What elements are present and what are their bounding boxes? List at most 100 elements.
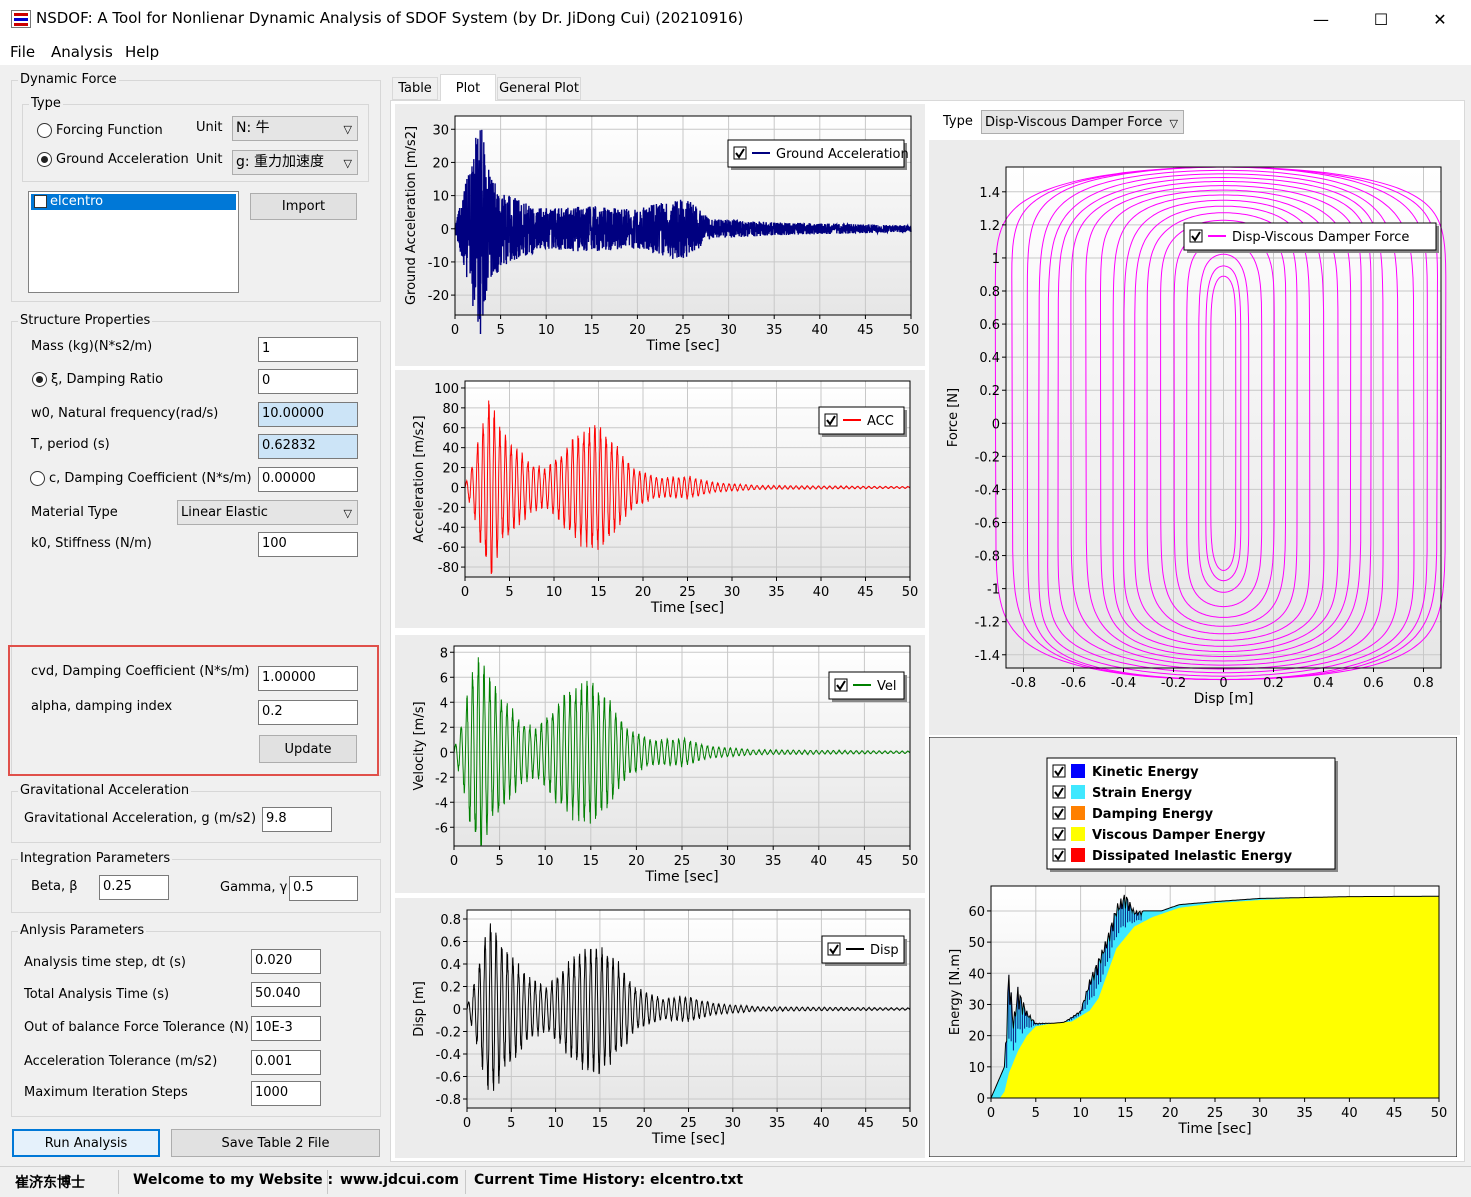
x-tick-label: 50 [902,854,919,869]
y-tick-label: 40 [968,967,985,982]
run-analysis-button[interactable]: Run Analysis [12,1129,160,1157]
legend-swatch [1071,785,1085,799]
tab-table[interactable]: Table [392,77,438,100]
x-tick-label: 50 [1431,1106,1448,1121]
grid-lines [453,646,911,846]
menu-analysis[interactable]: Analysis [51,43,113,61]
ground-acceleration-radio[interactable] [37,152,52,167]
x-tick-label: 40 [813,1116,830,1131]
legend-label: Viscous Damper Energy [1092,828,1266,843]
y-tick-label: -0.8 [975,550,1000,565]
gravity-label: Gravitational Acceleration, g (m/s2) [24,811,257,826]
force-tolerance-input[interactable]: 10E-3 [251,1016,321,1041]
maximize-button[interactable]: ☐ [1373,10,1389,29]
gamma-input[interactable]: 0.5 [289,876,358,901]
update-button[interactable]: Update [259,735,357,763]
integration-title: Integration Parameters [18,851,173,866]
damping-ratio-input[interactable]: 0 [258,369,358,394]
iteration-input[interactable]: 1000 [251,1081,321,1106]
x-tick-label: 5 [495,854,503,869]
force-unit-select[interactable]: N: 牛 ▽ [232,116,358,141]
mass-input[interactable]: 1 [258,337,358,362]
viscous-damper-energy-area [991,896,1439,1098]
x-tick-label: 15 [584,323,601,338]
x-tick-label: 15 [592,1116,609,1131]
y-tick-label: 0.8 [979,285,1000,300]
x-tick-label: 10 [537,854,554,869]
x-tick-label: 40 [813,585,830,600]
check-icon [1054,829,1064,840]
damping-ratio-label: ξ, Damping Ratio [51,372,164,387]
hysteresis-loop [1186,239,1263,608]
beta-input[interactable]: 0.25 [99,875,169,900]
x-tick-label: 35 [769,1116,786,1131]
y-tick-label: 20 [442,462,459,477]
tab-plot[interactable]: Plot [440,74,496,101]
analysis-title: Anlysis Parameters [18,923,147,938]
menu-file[interactable]: File [10,43,36,61]
x-tick-label: 0 [461,585,469,600]
stiffness-input[interactable]: 100 [258,532,358,557]
cvd-input[interactable]: 1.00000 [258,666,358,691]
alpha-input[interactable]: 0.2 [258,700,358,725]
x-tick-label: 50 [902,585,919,600]
y-tick-label: 60 [442,422,459,437]
ground-acceleration-chart: 0 5 10 15 20 25 30 35 40 45 50 30 20 10 0 -10 -20 Time [s… [395,104,925,366]
minimize-button[interactable]: — [1313,10,1329,29]
status-website[interactable]: www.jdcui.com [340,1172,459,1188]
status-bar [0,1166,1471,1197]
damping-coefficient-radio[interactable] [30,471,45,486]
hysteresis-type-select[interactable]: Disp-Viscous Damper Force ▽ [981,110,1184,134]
y-tick-label: 0 [451,481,459,496]
record-checkbox[interactable] [34,195,47,208]
x-tick-label: 25 [674,854,691,869]
x-tick-label: 0.4 [1313,676,1334,691]
dt-label: Analysis time step, dt (s) [24,955,186,970]
type-title: Type [29,96,63,111]
dt-input[interactable]: 0.020 [251,949,321,974]
hysteresis-loop [1205,265,1242,582]
check-icon [829,944,839,955]
x-tick-label: 0 [1219,676,1227,691]
material-type-select[interactable]: Linear Elastic ▽ [177,500,358,525]
iteration-label: Maximum Iteration Steps [24,1085,188,1100]
y-axis-label: Energy [N.m] [948,949,963,1035]
x-axis-label: Time [sec] [645,338,719,354]
legend-swatch [1071,848,1085,862]
accel-unit-label: Unit [196,152,223,167]
y-tick-label: 0.8 [440,913,461,928]
status-author: 崔济东博士 [15,1175,85,1191]
gravity-input[interactable]: 9.8 [262,807,332,832]
hysteresis-loop [1085,185,1362,662]
hysteresis-type-value: Disp-Viscous Damper Force [985,115,1163,130]
total-time-input[interactable]: 50.040 [251,982,321,1007]
acc-tolerance-input[interactable]: 0.001 [251,1050,321,1075]
close-button[interactable]: ✕ [1433,10,1447,29]
record-label: elcentro [50,194,104,209]
y-tick-label: 50 [968,936,985,951]
series-line [464,400,911,575]
menu-help[interactable]: Help [125,43,160,61]
import-button[interactable]: Import [250,193,357,220]
legend-label: Disp-Viscous Damper Force [1232,230,1409,245]
tab-general-plot[interactable]: General Plot [497,77,581,100]
record-item-elcentro[interactable] [31,194,236,210]
y-tick-label: -20 [428,289,449,304]
damping-coefficient-input[interactable]: 0.00000 [258,467,358,492]
title-bar [0,0,1471,39]
save-table-button[interactable]: Save Table 2 File [171,1129,380,1157]
y-tick-label: -0.6 [975,516,1000,531]
y-tick-label: 1.2 [979,219,1000,234]
damping-ratio-radio[interactable] [32,372,47,387]
legend-box [1046,757,1336,870]
period-input[interactable]: 0.62832 [258,434,358,459]
legend-label: Ground Acceleration [776,147,909,162]
w0-input[interactable]: 10.00000 [258,402,358,427]
accel-unit-select[interactable]: g: 重力加速度 ▽ [232,150,358,175]
forcing-function-radio[interactable] [37,123,52,138]
hysteresis-loop [1070,180,1372,666]
y-tick-label: 0 [441,223,449,238]
period-label: T, period (s) [31,437,110,452]
status-separator [118,1170,119,1194]
x-tick-label: 30 [1252,1106,1269,1121]
